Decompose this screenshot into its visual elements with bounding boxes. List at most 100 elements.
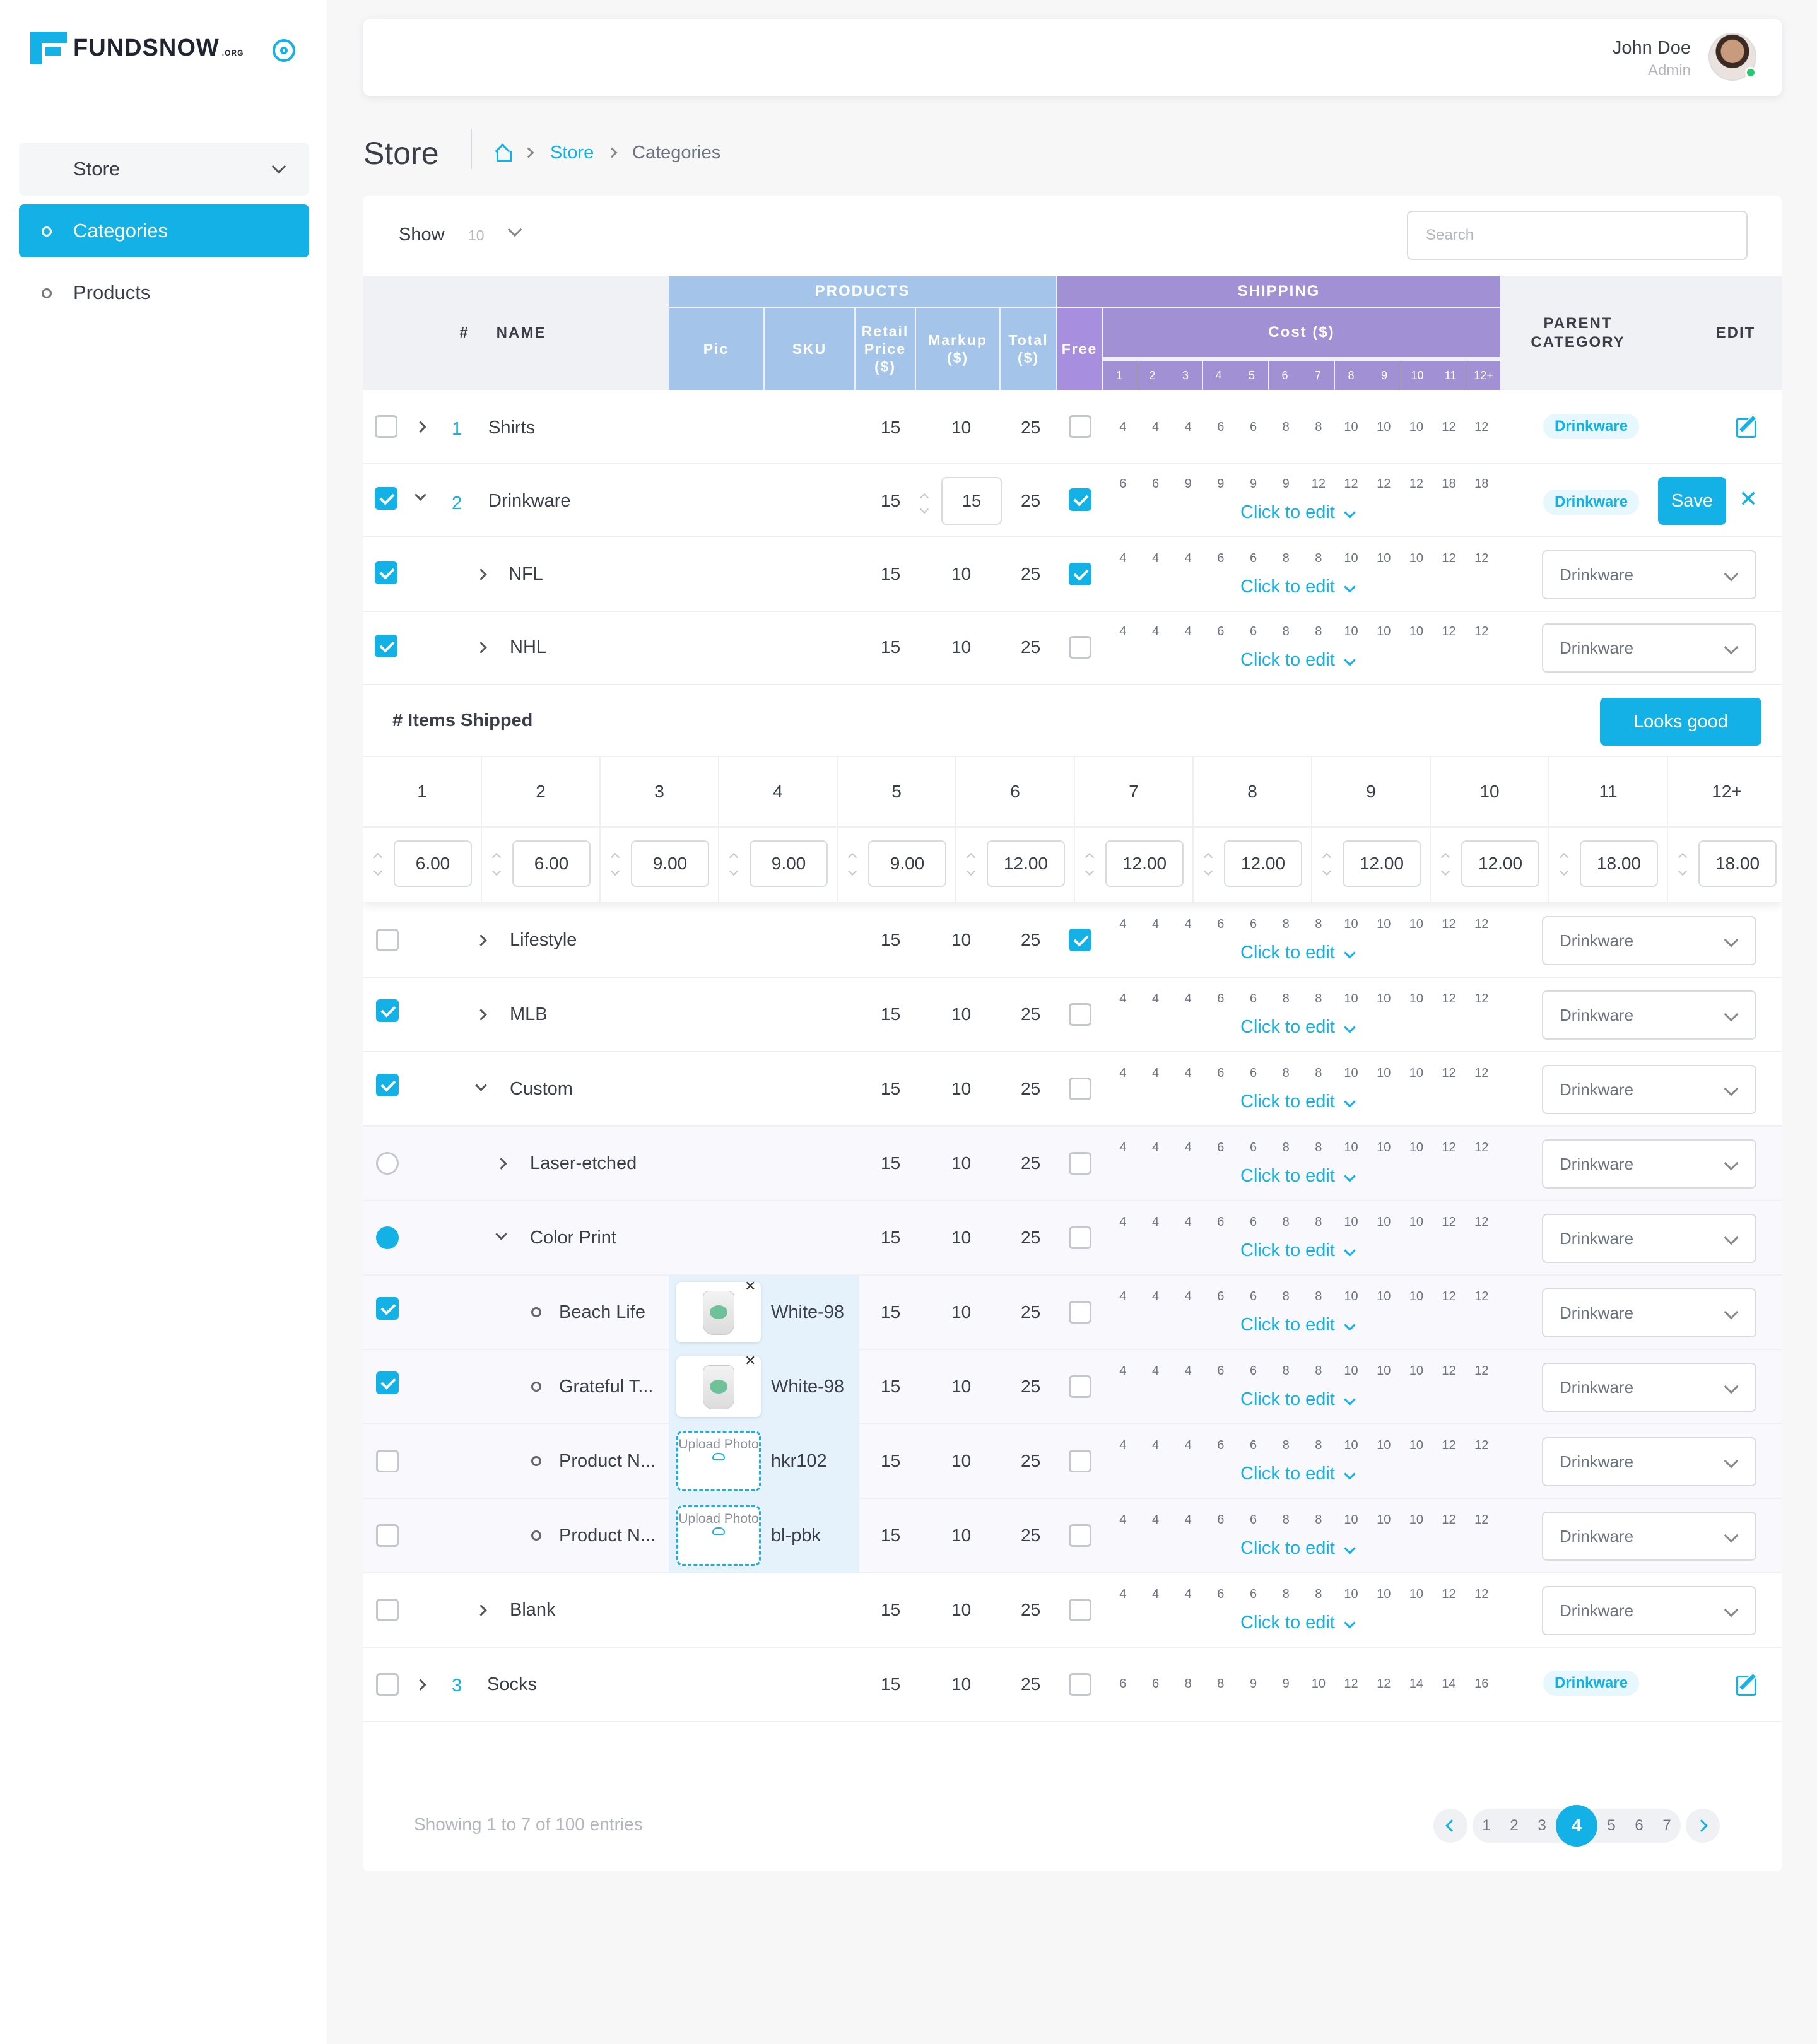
remove-photo-icon[interactable]: ✕ [744, 1278, 756, 1294]
page-number[interactable]: 5 [1607, 1817, 1616, 1834]
row-checkbox[interactable] [376, 929, 399, 951]
breadcrumb-store[interactable]: Store [550, 143, 594, 163]
parent-category-select[interactable]: Drinkware [1542, 1512, 1756, 1561]
decrement-icon[interactable] [1440, 866, 1450, 876]
shipping-cost-input[interactable]: 12.00 [1343, 840, 1421, 887]
shipping-cost-input[interactable]: 6.00 [394, 840, 472, 887]
table-row[interactable]: NFL 15 10 25 4 4 4 6 6 8 8 10 10 10 12 12 Click to … [363, 537, 1782, 612]
free-shipping-checkbox[interactable] [1069, 1003, 1091, 1026]
page-size-select[interactable]: 10 [468, 227, 485, 244]
parent-category-select[interactable]: Drinkware [1542, 1288, 1756, 1337]
row-checkbox[interactable] [376, 1673, 399, 1696]
click-to-edit-link[interactable]: Click to edit [1240, 1612, 1335, 1633]
parent-category-select[interactable]: Drinkware [1542, 990, 1756, 1040]
free-shipping-checkbox[interactable] [1069, 1599, 1091, 1621]
shipping-cost-input[interactable]: 9.00 [750, 840, 828, 887]
free-shipping-checkbox[interactable] [1069, 1375, 1091, 1398]
increment-icon[interactable] [919, 493, 929, 503]
row-checkbox[interactable] [376, 999, 399, 1022]
chevron-right-icon[interactable] [475, 934, 487, 946]
markup-input[interactable]: 15 [941, 477, 1002, 525]
column-header-name[interactable]: NAME [496, 324, 546, 341]
click-to-edit-link[interactable]: Click to edit [1240, 650, 1335, 670]
decrement-icon[interactable] [491, 866, 502, 876]
free-shipping-checkbox[interactable] [1069, 1078, 1091, 1100]
looks-good-button[interactable]: Looks good [1600, 698, 1761, 746]
decrement-icon[interactable] [1322, 866, 1332, 876]
chevron-right-icon[interactable] [415, 1679, 426, 1691]
upload-photo-button[interactable]: Upload Photo [676, 1431, 761, 1491]
page-number[interactable]: 2 [1510, 1817, 1519, 1834]
product-photo[interactable] [676, 1282, 761, 1342]
home-icon[interactable] [495, 145, 512, 162]
increment-icon[interactable] [1559, 852, 1569, 862]
shipping-cost-input[interactable]: 12.00 [1105, 840, 1184, 887]
free-shipping-checkbox[interactable] [1069, 488, 1091, 511]
parent-category-select[interactable]: Drinkware [1542, 1214, 1756, 1263]
row-checkbox[interactable] [376, 1524, 399, 1547]
decrement-icon[interactable] [919, 504, 929, 514]
click-to-edit-link[interactable]: Click to edit [1240, 577, 1335, 597]
table-row[interactable]: MLB 15 10 25 4 4 4 6 6 8 8 10 10 10 12 12 Click to edit D… [363, 978, 1782, 1052]
edit-icon[interactable] [1736, 1676, 1756, 1696]
increment-icon[interactable] [1085, 852, 1095, 862]
chevron-right-icon[interactable] [415, 421, 426, 433]
table-row[interactable]: Beach Life ✕ White-98 15 10 25 4 4 4 6 6 8 8 10 10 10 12… [363, 1276, 1782, 1350]
increment-icon[interactable] [1203, 852, 1213, 862]
close-icon[interactable]: ✕ [1739, 486, 1758, 512]
increment-icon[interactable] [1322, 852, 1332, 862]
click-to-edit-link[interactable]: Click to edit [1240, 943, 1335, 963]
table-row[interactable]: Product N... Upload Photo bl-pbk 15 10 25 4 4 4 6… [363, 1499, 1782, 1573]
table-row[interactable]: NHL 15 10 25 4 4 4 6 6 8 8 10 10 10 12 12 Click to … [363, 612, 1782, 685]
row-checkbox[interactable] [375, 635, 397, 657]
click-to-edit-link[interactable]: Click to edit [1240, 1538, 1335, 1558]
decrement-icon[interactable] [373, 866, 383, 876]
chevron-down-icon[interactable] [415, 489, 426, 501]
table-row[interactable]: Grateful T... ✕ White-98 15 10 25 4 4 4 6 6 8 8 10 10 1… [363, 1350, 1782, 1424]
chevron-right-icon[interactable] [475, 568, 487, 580]
table-row[interactable]: Lifestyle 15 10 25 4 4 4 6 6 8 8 10 10 10 12 12 Click to… [363, 903, 1782, 978]
free-shipping-checkbox[interactable] [1069, 1152, 1091, 1175]
parent-category-select[interactable]: Drinkware [1542, 623, 1756, 673]
shipping-cost-input[interactable]: 12.00 [987, 840, 1065, 887]
increment-icon[interactable] [373, 852, 383, 862]
row-checkbox[interactable] [376, 1371, 399, 1394]
parent-category-select[interactable]: Drinkware [1542, 1065, 1756, 1114]
increment-icon[interactable] [847, 852, 857, 862]
parent-category-select[interactable]: Drinkware [1542, 550, 1756, 599]
chevron-down-icon[interactable] [495, 1228, 507, 1240]
chevron-right-icon[interactable] [495, 1158, 507, 1170]
table-row[interactable]: Product N... Upload Photo hkr102 15 10 25 4 4 4 6… [363, 1424, 1782, 1499]
row-checkbox[interactable] [375, 487, 397, 510]
decrement-icon[interactable] [1203, 866, 1213, 876]
click-to-edit-link[interactable]: Click to edit [1240, 1315, 1335, 1335]
shipping-cost-input[interactable]: 18.00 [1580, 840, 1658, 887]
chevron-right-icon[interactable] [475, 1009, 487, 1021]
decrement-icon[interactable] [1678, 866, 1688, 876]
parent-category-select[interactable]: Drinkware [1542, 916, 1756, 965]
shipping-cost-input[interactable]: 12.00 [1224, 840, 1302, 887]
sidebar-item-store[interactable]: Store [19, 143, 309, 196]
increment-icon[interactable] [1440, 852, 1450, 862]
shipping-cost-input[interactable]: 18.00 [1698, 840, 1777, 887]
free-shipping-checkbox[interactable] [1069, 1673, 1091, 1696]
table-row[interactable]: Custom 15 10 25 4 4 4 6 6 8 8 10 10 10 12 12 Click to ed… [363, 1052, 1782, 1127]
page-number[interactable]: 7 [1662, 1817, 1671, 1834]
row-radio[interactable] [376, 1226, 399, 1249]
click-to-edit-link[interactable]: Click to edit [1240, 1166, 1335, 1186]
row-checkbox[interactable] [375, 415, 397, 438]
free-shipping-checkbox[interactable] [1069, 636, 1091, 659]
increment-icon[interactable] [1678, 852, 1688, 862]
user-name[interactable]: John Doe [1612, 38, 1691, 58]
free-shipping-checkbox[interactable] [1069, 1524, 1091, 1547]
click-to-edit-link[interactable]: Click to edit [1240, 1464, 1335, 1484]
click-to-edit-link[interactable]: Click to edit [1240, 1091, 1335, 1112]
click-to-edit-link[interactable]: Click to edit [1240, 1017, 1335, 1037]
chevron-down-icon[interactable] [475, 1079, 487, 1091]
page-number[interactable]: 3 [1538, 1817, 1546, 1834]
sidebar-item-categories[interactable]: Categories [19, 204, 309, 257]
sidebar-item-products[interactable]: Products [19, 266, 309, 319]
row-checkbox[interactable] [376, 1074, 399, 1096]
decrement-icon[interactable] [610, 866, 620, 876]
table-row[interactable]: 1 Shirts 15 10 25 4 4 4 6 6 8 8 10 10 10 12 12 Drin… [363, 391, 1782, 464]
